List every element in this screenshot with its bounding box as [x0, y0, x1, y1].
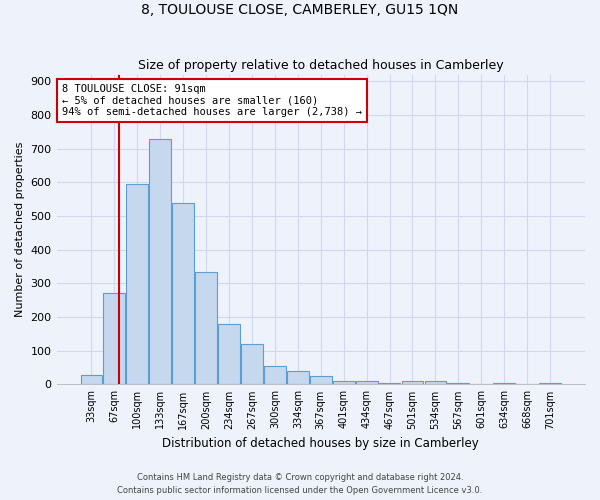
Bar — [218, 324, 240, 384]
Title: Size of property relative to detached houses in Camberley: Size of property relative to detached ho… — [138, 59, 503, 72]
Bar — [287, 371, 309, 384]
Text: 8 TOULOUSE CLOSE: 91sqm
← 5% of detached houses are smaller (160)
94% of semi-de: 8 TOULOUSE CLOSE: 91sqm ← 5% of detached… — [62, 84, 362, 117]
Bar — [103, 294, 125, 384]
Bar — [356, 381, 377, 384]
Bar — [264, 366, 286, 384]
Bar — [149, 138, 171, 384]
Bar — [80, 376, 103, 384]
Bar — [401, 381, 424, 384]
Bar — [127, 184, 148, 384]
Text: Contains HM Land Registry data © Crown copyright and database right 2024.
Contai: Contains HM Land Registry data © Crown c… — [118, 474, 482, 495]
Y-axis label: Number of detached properties: Number of detached properties — [15, 142, 25, 317]
Bar — [493, 382, 515, 384]
Bar — [195, 272, 217, 384]
X-axis label: Distribution of detached houses by size in Camberley: Distribution of detached houses by size … — [163, 437, 479, 450]
Bar — [310, 376, 332, 384]
Bar — [241, 344, 263, 385]
Text: 8, TOULOUSE CLOSE, CAMBERLEY, GU15 1QN: 8, TOULOUSE CLOSE, CAMBERLEY, GU15 1QN — [142, 2, 458, 16]
Bar — [425, 381, 446, 384]
Bar — [172, 202, 194, 384]
Bar — [448, 382, 469, 384]
Bar — [539, 382, 561, 384]
Bar — [333, 381, 355, 384]
Bar — [379, 382, 400, 384]
